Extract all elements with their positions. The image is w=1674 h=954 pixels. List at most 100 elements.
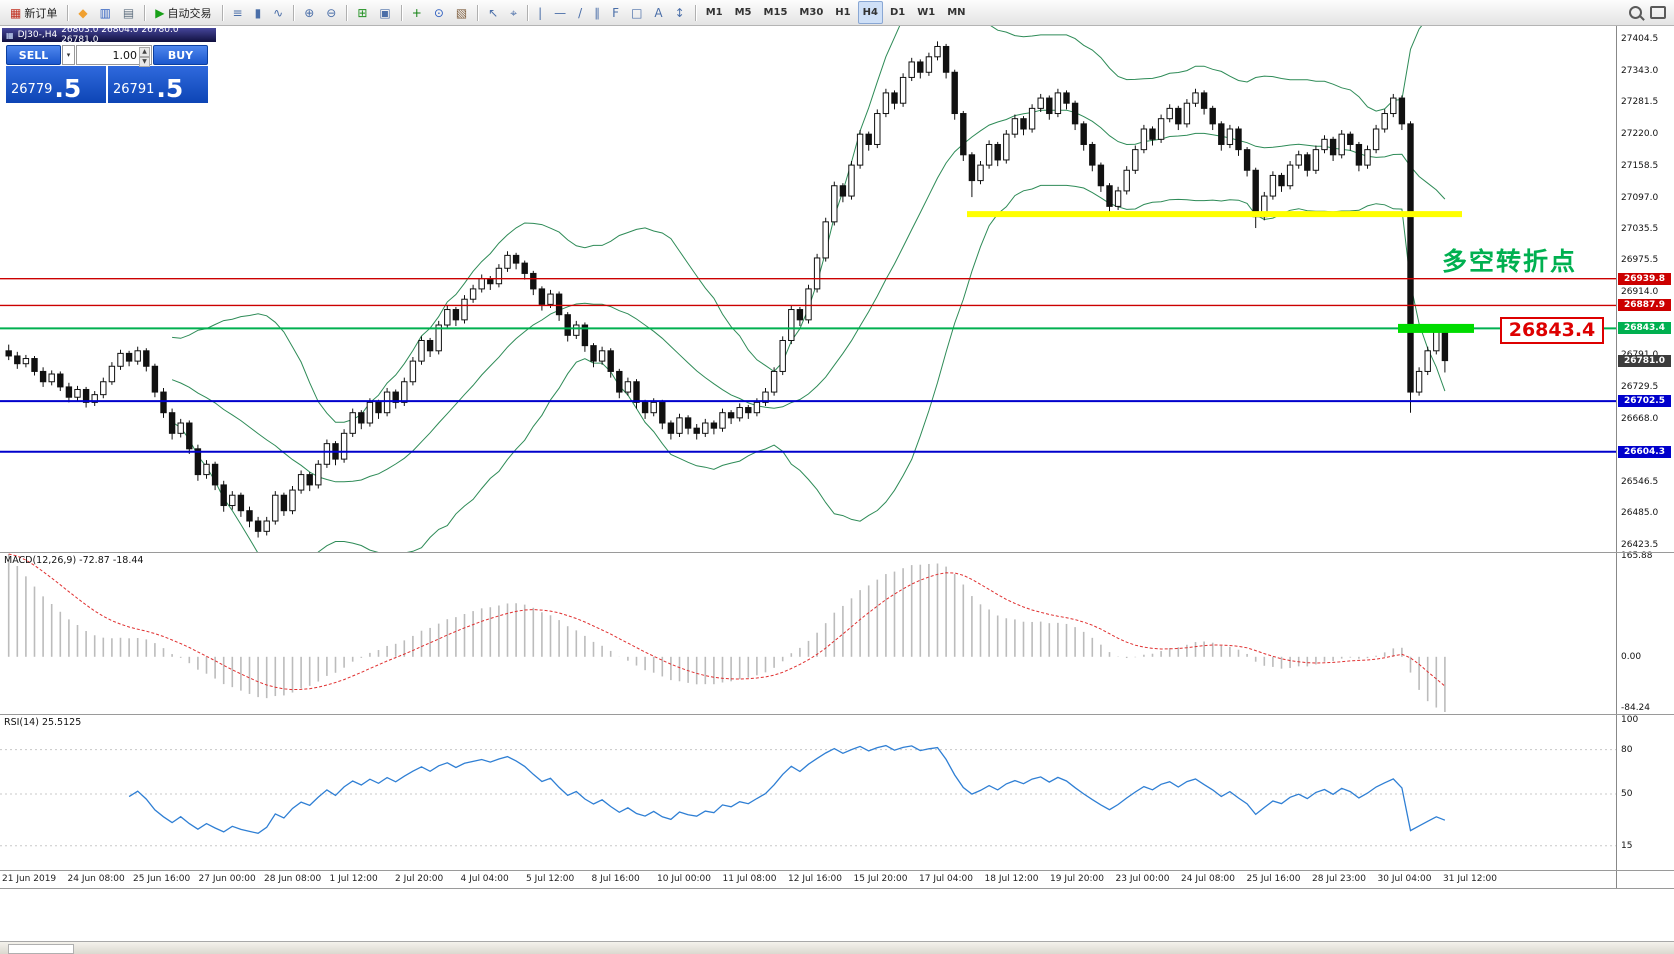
volume-input[interactable]: 1.00 ▲ ▼ [76,45,152,67]
vertical-line-icon[interactable]: | [533,1,547,24]
chat-icon[interactable] [1650,6,1666,19]
bars-chart-icon: ≡ [232,5,243,20]
toolbar-button-label: 自动交易 [167,6,212,20]
cursor-icon[interactable]: ↖ [483,1,503,24]
new-order-icon: ▦ [10,5,22,20]
rsi-tick-label: 15 [1621,840,1633,851]
horizontal-line-icon: — [554,5,567,20]
mql5-community-icon[interactable]: ◆ [73,1,92,24]
rsi-tick-label: 80 [1621,744,1633,755]
horizontal-line-icon[interactable]: — [549,1,571,24]
channel-icon[interactable]: ∥ [589,1,605,24]
price-tag: 26939.8 [1618,272,1671,285]
toolbar-button-label: W1 [917,7,936,18]
zoom-out-icon[interactable]: ⊖ [321,1,341,24]
buy-price[interactable]: 26791 .5 [108,66,208,103]
toolbar-separator [144,4,146,21]
tf-w1[interactable]: W1 [912,1,940,24]
time-tick-label: 15 Jul 20:00 [853,874,908,884]
volume-up-icon[interactable]: ▲ [139,47,150,57]
arrange-windows-icon: ▣ [379,5,391,20]
main-chart-canvas[interactable] [0,26,1616,552]
time-axis[interactable]: 21 Jun 2019 24 Jun 08:00 25 Jun 16:00 27 Ju… [0,870,1616,888]
price-tick-label: 26668.0 [1621,413,1659,424]
toolbar-separator [527,4,529,21]
line-chart-icon[interactable]: ∿ [268,1,288,24]
buy-price-main: 26791 [113,82,155,97]
tf-h4[interactable]: H4 [857,1,883,24]
time-tick-label: 19 Jul 20:00 [1050,874,1104,884]
tile-windows-icon[interactable]: ⊞ [352,1,372,24]
toolbar: ▦ 新订单 ◆ ▥ ▤ ▶ 自动交易 ≡ ▮ ∿ ⊕ ⊖ ⊞ ▣ + ⊙ ▧ ↖ ⌖ | — / ∥ F □ A ↕ M1 M5 M15 M… [0,0,1674,26]
rsi-panel-canvas[interactable] [0,714,1616,870]
macd-panel-canvas[interactable] [0,552,1616,714]
time-tick-label: 25 Jun 16:00 [133,874,191,884]
shapes-icon[interactable]: □ [626,1,647,24]
candles-chart-icon[interactable]: ▮ [250,1,267,24]
toolbar-button-label: D1 [889,7,906,18]
tile-windows-icon: ⊞ [357,5,368,20]
price-tick-label: 27343.0 [1621,65,1659,76]
volume-down-icon[interactable]: ▼ [139,57,150,67]
time-tick-label: 2 Jul 20:00 [395,874,444,884]
chart-title-bar[interactable]: ▦ DJ30-,H4 26803.0 26804.0 26780.0 26781… [2,25,216,45]
toolbar-right [1629,6,1666,19]
price-tag: 26843.4 [1618,322,1671,335]
new-chart-icon: ▥ [99,5,111,20]
time-tick-label: 31 Jul 12:00 [1443,874,1497,884]
bottom-tab[interactable] [8,944,74,954]
arrows-icon[interactable]: ↕ [670,1,690,24]
indicators-add-icon[interactable]: + [407,1,427,24]
sell-price[interactable]: 26779 .5 [6,66,106,103]
status-bar [0,941,1674,954]
panel-separator[interactable] [0,714,1674,715]
buy-price-frac: .5 [156,74,184,103]
tf-d1[interactable]: D1 [885,1,910,24]
tf-m15[interactable]: M15 [759,1,793,24]
toolbar-separator [694,4,696,21]
time-tick-label: 17 Jul 04:00 [919,874,973,884]
price-tick-label: 26546.5 [1621,476,1659,487]
tf-mn[interactable]: MN [942,1,970,24]
profiles-icon[interactable]: ▤ [118,1,139,24]
time-tick-label: 8 Jul 16:00 [591,874,640,884]
arrange-windows-icon[interactable]: ▣ [374,1,395,24]
price-tick-label: 27097.0 [1621,192,1659,203]
price-tick-label: 26729.5 [1621,382,1659,393]
trendline-icon[interactable]: / [573,1,587,24]
volume-stepper[interactable]: ▲ ▼ [139,47,150,67]
text-icon[interactable]: A [649,1,667,24]
bars-chart-icon[interactable]: ≡ [228,1,248,24]
channel-icon: ∥ [594,5,601,20]
new-order-button[interactable]: ▦ 新订单 [5,1,62,24]
macd-label: MACD(12,26,9) -72.87 -18.44 [4,555,144,566]
tf-m30[interactable]: M30 [794,1,828,24]
zoom-in-icon[interactable]: ⊕ [299,1,319,24]
tf-m1[interactable]: M1 [701,1,728,24]
rsi-label: RSI(14) 25.5125 [4,717,82,728]
crosshair-icon[interactable]: ⌖ [505,1,522,24]
fibonacci-icon[interactable]: F [607,1,624,24]
time-tick-label: 4 Jul 04:00 [460,874,509,884]
time-tick-label: 30 Jul 04:00 [1377,874,1432,884]
price-axis[interactable]: 27404.5 27343.0 27281.5 27220.0 27158.5 27097… [1616,26,1674,888]
buy-button[interactable]: BUY [153,45,208,65]
tf-m5[interactable]: M5 [730,1,757,24]
price-tick-label: 27404.5 [1621,34,1659,44]
sell-price-frac: .5 [54,74,82,103]
search-icon[interactable] [1629,6,1642,19]
autotrade-button[interactable]: ▶ 自动交易 [150,1,216,24]
price-tag: 26702.5 [1618,395,1671,408]
toolbar-button-label: M1 [705,7,723,18]
chart-icon: ▦ [6,30,14,40]
templates-icon[interactable]: ▧ [451,1,472,24]
order-type-dropdown[interactable]: ▾ [62,45,75,65]
tf-h1[interactable]: H1 [830,1,855,24]
rsi-tick-label: 50 [1621,789,1633,799]
periods-icon[interactable]: ⊙ [429,1,449,24]
new-chart-icon[interactable]: ▥ [95,1,116,24]
sell-button[interactable]: SELL [6,45,61,65]
time-tick-label: 24 Jun 08:00 [67,874,125,884]
ohlc-values: 26803.0 26804.0 26780.0 26781.0 [61,25,179,45]
panel-separator[interactable] [0,552,1674,553]
